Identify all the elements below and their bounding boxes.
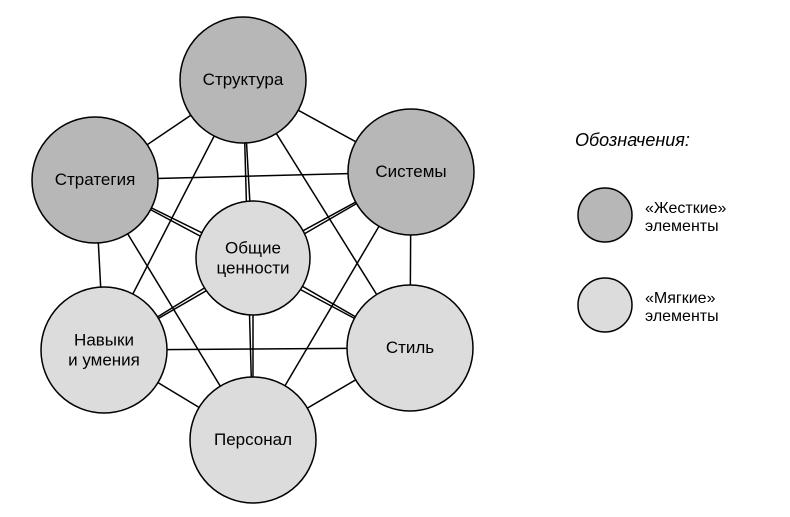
legend-label-soft: «Мягкие» элементы bbox=[645, 290, 719, 325]
node-structure bbox=[180, 17, 306, 143]
node-systems bbox=[348, 109, 474, 235]
legend-swatch-hard bbox=[578, 188, 632, 242]
diagram-stage: СтруктураСтратегияСистемыОбщие ценностиН… bbox=[0, 0, 790, 517]
node-shared bbox=[196, 201, 310, 315]
legend-swatch-soft bbox=[578, 278, 632, 332]
legend-title: Обозначения: bbox=[575, 130, 690, 151]
node-skills bbox=[41, 287, 167, 413]
node-staff bbox=[190, 377, 316, 503]
legend-label-hard: «Жесткие» элементы bbox=[645, 200, 726, 235]
node-strategy bbox=[32, 117, 158, 243]
node-style bbox=[347, 285, 473, 411]
diagram-svg bbox=[0, 0, 790, 517]
